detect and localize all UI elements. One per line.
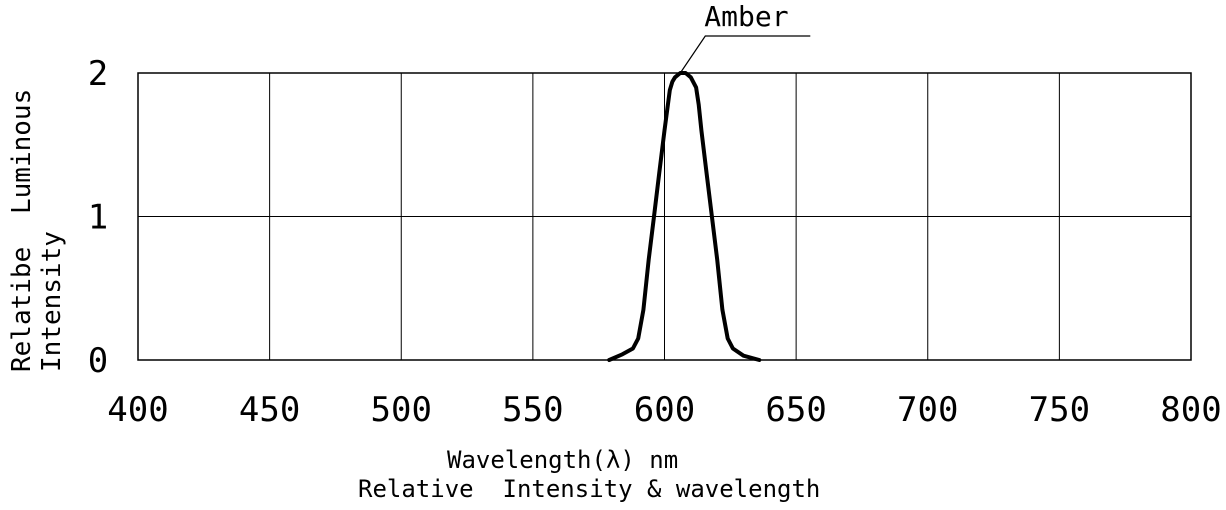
- x-tick-label: 800: [1160, 390, 1221, 430]
- x-tick-label: 700: [897, 390, 958, 430]
- y-tick-label: 0: [88, 341, 108, 381]
- x-tick-label: 500: [371, 390, 432, 430]
- series-label: Amber: [704, 0, 788, 33]
- series-layer: Amber: [607, 0, 811, 362]
- x-tick-label: 450: [239, 390, 300, 430]
- y-tick-labels: 0 1 2: [88, 54, 108, 381]
- y-tick-label: 2: [88, 54, 108, 94]
- x-tick-label: 750: [1029, 390, 1090, 430]
- y-tick-label: 1: [88, 198, 108, 238]
- x-tick-label: 600: [634, 390, 695, 430]
- series-line-amber: [607, 71, 762, 362]
- x-tick-label: 400: [107, 390, 168, 430]
- y-axis-label-intensity: Intensity: [37, 231, 67, 372]
- y-axis-label-luminous: Luminous: [7, 89, 37, 214]
- x-axis-label: Wavelength(λ) nm: [447, 446, 678, 474]
- chart-title: Relative Intensity & wavelength: [358, 475, 820, 503]
- y-axis-label-relatibe: Relatibe: [7, 247, 37, 372]
- x-tick-labels: 400 450 500 550 600 650 700 750 800: [107, 390, 1221, 430]
- x-tick-label: 650: [765, 390, 826, 430]
- series-label-leader: [679, 35, 811, 74]
- x-tick-label: 550: [502, 390, 563, 430]
